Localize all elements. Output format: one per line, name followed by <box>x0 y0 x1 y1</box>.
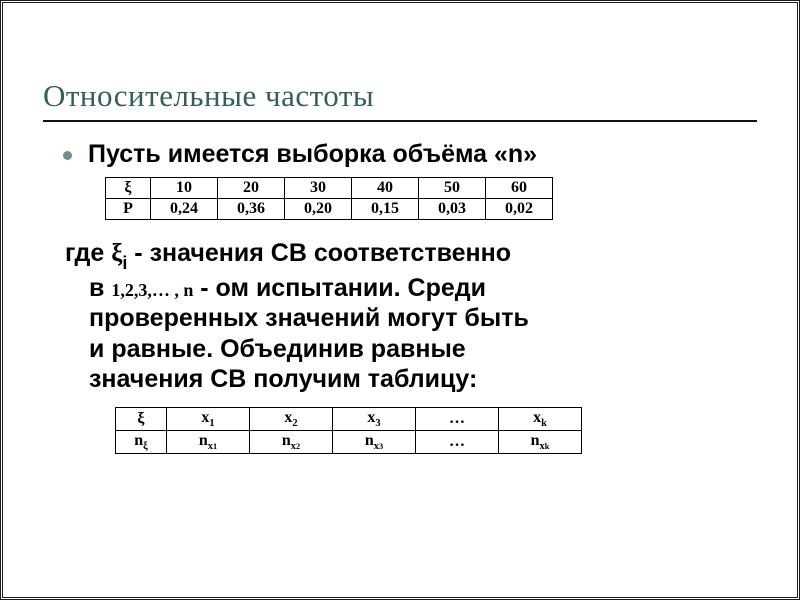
cell: 0,02 <box>486 199 553 220</box>
cell: 20 <box>218 178 285 199</box>
line-5: значения СВ получим таблицу: <box>65 365 477 393</box>
cell: 10 <box>151 178 218 199</box>
cell: ξ <box>106 178 151 199</box>
cell: P <box>106 199 151 220</box>
cell: xk <box>499 407 582 430</box>
cell: 0,24 <box>151 199 218 220</box>
slide-body: Пусть имеется выборка объёма «n» ξ 10 20… <box>43 140 757 454</box>
slide-title: Относительные частоты <box>43 78 757 114</box>
line-4: и равные. Объединив равные <box>65 335 466 363</box>
cell: … <box>416 431 499 454</box>
cell: x3 <box>333 407 416 430</box>
cell: nξ <box>116 431 167 454</box>
lead-line: Пусть имеется выборка объёма «n» <box>65 140 751 169</box>
cell: nx1 <box>167 431 250 454</box>
text: в <box>89 274 111 302</box>
cell: nxk <box>499 431 582 454</box>
table-row: ξ x1 x2 x3 … xk <box>116 407 582 430</box>
text: - ом испытании. Среди <box>193 274 486 302</box>
cell: 0,20 <box>285 199 352 220</box>
cell: 50 <box>419 178 486 199</box>
xi-sub: i <box>122 253 127 273</box>
table-row: nξ nx1 nx2 nx3 … nxk <box>116 431 582 454</box>
xi-symbol: ξ <box>111 240 122 267</box>
symbolic-table: ξ x1 x2 x3 … xk nξ nx1 nx2 nx3 … nxk <box>115 407 582 454</box>
cell: nx2 <box>250 431 333 454</box>
slide-frame: Относительные частоты Пусть имеется выбо… <box>0 0 800 600</box>
cell: x2 <box>250 407 333 430</box>
cell: 0,36 <box>218 199 285 220</box>
title-underline <box>43 120 757 122</box>
cell: 60 <box>486 178 553 199</box>
text: где <box>65 239 111 267</box>
paragraph: где ξi - значения СВ соответственно в 1,… <box>65 238 751 395</box>
cell: 0,15 <box>352 199 419 220</box>
cell: 0,03 <box>419 199 486 220</box>
frequency-table: ξ 10 20 30 40 50 60 P 0,24 0,36 0,20 0,1… <box>105 177 553 220</box>
seq: 1,2,3,… , n <box>111 280 193 300</box>
text: - значения СВ соответственно <box>127 239 511 267</box>
cell: 40 <box>352 178 419 199</box>
cell: 30 <box>285 178 352 199</box>
lead-text: Пусть имеется выборка объёма «n» <box>88 140 537 168</box>
table-row: P 0,24 0,36 0,20 0,15 0,03 0,02 <box>106 199 553 220</box>
cell: ξ <box>116 407 167 430</box>
table-row: ξ 10 20 30 40 50 60 <box>106 178 553 199</box>
bullet-icon <box>63 151 72 160</box>
line-3: проверенных значений могут быть <box>65 304 529 332</box>
cell: nx3 <box>333 431 416 454</box>
line-2: в 1,2,3,… , n - ом испытании. Среди <box>65 274 486 302</box>
cell: x1 <box>167 407 250 430</box>
cell: … <box>416 407 499 430</box>
